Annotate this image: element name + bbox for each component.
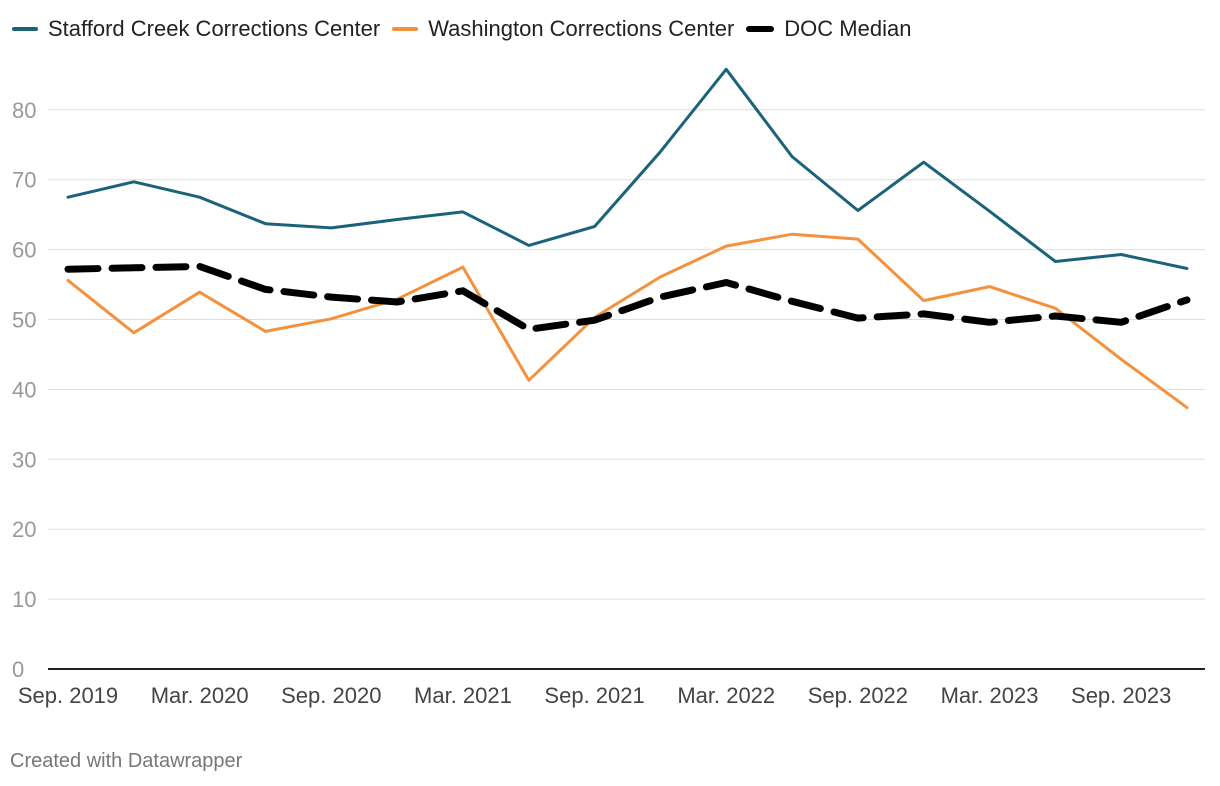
legend-label-stafford-creek: Stafford Creek Corrections Center xyxy=(48,16,381,41)
x-tick-label-mar-2022: Mar. 2022 xyxy=(677,683,775,708)
x-tick-label-sep-2019: Sep. 2019 xyxy=(18,683,118,708)
legend-swatch-doc-median xyxy=(746,26,775,32)
legend-item-doc-median: DOC Median xyxy=(746,16,911,42)
footer-credit: Created with Datawrapper xyxy=(10,750,243,772)
y-tick-label-60: 60 xyxy=(12,238,36,263)
y-tick-label-50: 50 xyxy=(12,308,36,333)
legend-swatch-washington xyxy=(392,27,419,31)
series-line-stafford-creek-corrections-center xyxy=(66,67,1189,270)
y-tick-label-30: 30 xyxy=(12,447,36,472)
legend-label-doc-median: DOC Median xyxy=(784,16,912,41)
legend-swatch-stafford-creek xyxy=(12,27,38,31)
x-tick-label-sep-2021: Sep. 2021 xyxy=(544,683,644,708)
y-tick-label-40: 40 xyxy=(12,377,36,402)
legend-item-stafford-creek: Stafford Creek Corrections Center xyxy=(12,16,380,42)
chart-legend: Stafford Creek Corrections Center Washin… xyxy=(12,14,923,44)
x-tick-label-mar-2020: Mar. 2020 xyxy=(151,683,249,708)
x-tick-label-mar-2021: Mar. 2021 xyxy=(414,683,512,708)
x-tick-label-sep-2023: Sep. 2023 xyxy=(1071,683,1171,708)
y-tick-label-20: 20 xyxy=(12,517,36,542)
x-tick-label-sep-2022: Sep. 2022 xyxy=(808,683,908,708)
x-tick-label-sep-2020: Sep. 2020 xyxy=(281,683,381,708)
y-tick-label-10: 10 xyxy=(12,587,36,612)
series-line-washington-corrections-center xyxy=(66,232,1189,410)
y-tick-label-80: 80 xyxy=(12,98,36,123)
legend-label-washington: Washington Corrections Center xyxy=(428,16,735,41)
line-chart: 0 10 20 30 40 50 60 70 80 Sep. 2019 Mar. 2020 Sep. … xyxy=(12,67,1205,708)
x-tick-label-mar-2023: Mar. 2023 xyxy=(941,683,1039,708)
y-tick-label-70: 70 xyxy=(12,168,36,193)
y-tick-label-0: 0 xyxy=(12,657,24,682)
legend-item-washington: Washington Corrections Center xyxy=(392,16,734,42)
series-line-doc-median xyxy=(64,262,1191,333)
